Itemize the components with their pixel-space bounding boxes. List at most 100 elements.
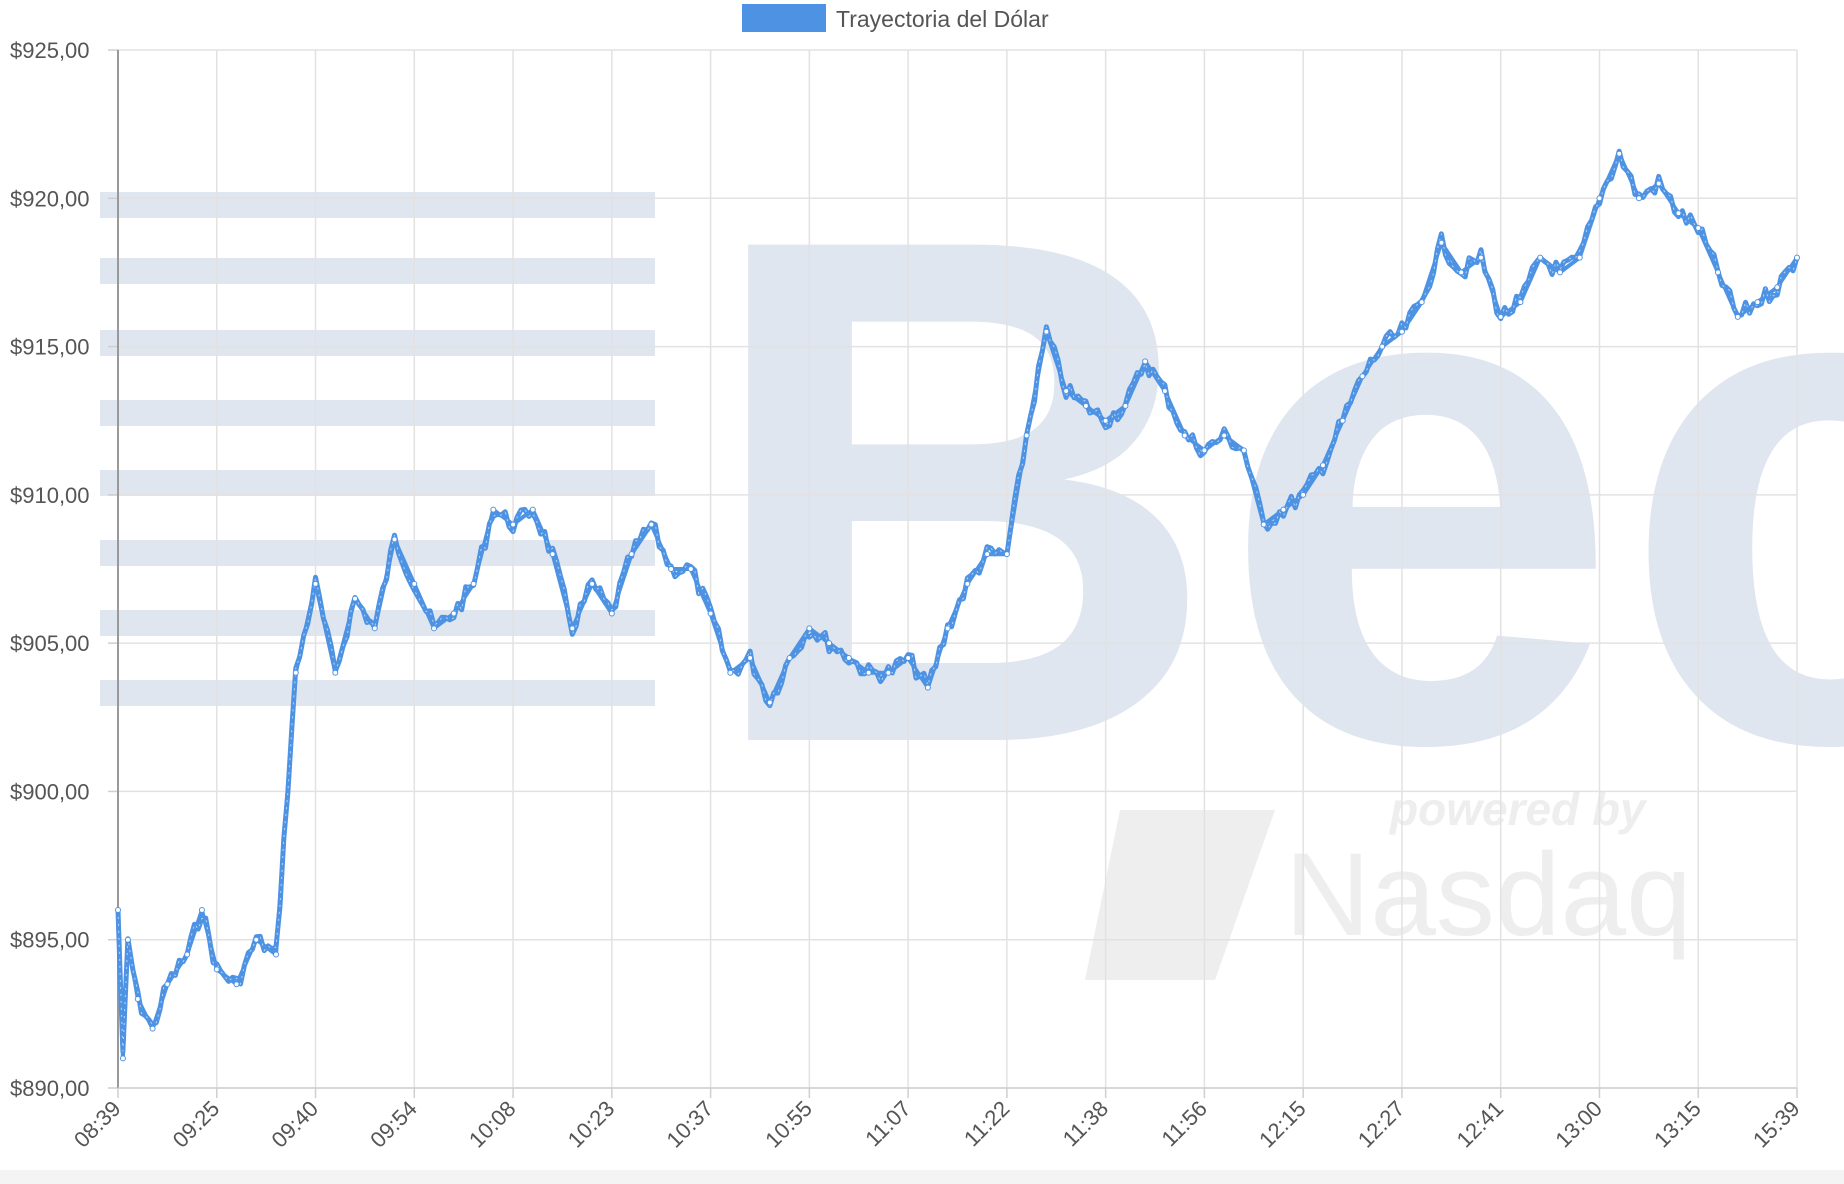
x-tick-label: 10:55 (760, 1096, 817, 1153)
data-point[interactable] (687, 566, 694, 572)
data-point[interactable] (1695, 224, 1702, 231)
data-point[interactable] (149, 1025, 156, 1032)
data-point[interactable] (253, 936, 260, 943)
data-point[interactable] (1260, 521, 1267, 528)
data-point[interactable] (1635, 195, 1642, 202)
data-point[interactable] (1754, 299, 1761, 306)
data-point[interactable] (1102, 417, 1109, 424)
data-point[interactable] (450, 610, 457, 617)
data-point[interactable] (1319, 462, 1326, 469)
data-point[interactable] (1714, 269, 1721, 276)
data-point[interactable] (134, 996, 141, 1003)
data-point[interactable] (119, 1055, 126, 1062)
data-point[interactable] (668, 566, 675, 572)
data-point[interactable] (885, 669, 892, 676)
data-point[interactable] (1003, 551, 1010, 558)
data-point[interactable] (766, 699, 773, 706)
legend[interactable]: Trayectoria del Dólar (742, 4, 1049, 32)
data-point[interactable] (1398, 328, 1405, 335)
data-point[interactable] (1161, 388, 1168, 395)
data-point[interactable] (845, 654, 852, 661)
data-point[interactable] (124, 936, 131, 943)
data-point[interactable] (1477, 254, 1484, 261)
data-point[interactable] (1339, 417, 1346, 424)
x-tick-label: 09:54 (365, 1096, 422, 1153)
data-point[interactable] (707, 610, 714, 617)
data-point[interactable] (1300, 491, 1307, 498)
data-point[interactable] (233, 981, 240, 988)
data-point[interactable] (292, 669, 299, 676)
data-point[interactable] (1221, 432, 1228, 439)
data-point[interactable] (332, 669, 339, 676)
data-point[interactable] (1418, 299, 1425, 306)
data-point[interactable] (1379, 343, 1386, 350)
data-point[interactable] (510, 521, 517, 528)
data-point[interactable] (1734, 313, 1741, 320)
data-point[interactable] (1201, 447, 1208, 454)
data-point[interactable] (490, 506, 497, 513)
data-point[interactable] (1794, 254, 1800, 261)
data-point[interactable] (470, 580, 477, 587)
data-point[interactable] (826, 640, 833, 647)
data-point[interactable] (273, 951, 280, 958)
data-point[interactable] (184, 951, 191, 958)
data-point[interactable] (1576, 254, 1583, 261)
data-point[interactable] (944, 625, 951, 632)
data-point[interactable] (1359, 373, 1366, 380)
data-point[interactable] (806, 625, 813, 632)
data-point[interactable] (786, 654, 793, 661)
x-tick-label: 11:22 (959, 1096, 1014, 1151)
data-point[interactable] (1122, 402, 1129, 409)
data-point[interactable] (984, 551, 991, 558)
data-point[interactable] (589, 580, 596, 587)
data-point[interactable] (1616, 150, 1623, 157)
data-point[interactable] (1438, 239, 1445, 246)
data-point[interactable] (727, 669, 734, 676)
data-point[interactable] (1675, 210, 1682, 217)
data-point[interactable] (1063, 388, 1070, 395)
data-point[interactable] (1596, 195, 1603, 202)
data-point[interactable] (1774, 284, 1781, 291)
bec-logo-watermark: Bec powered by Nasdaq (100, 88, 1844, 980)
data-point[interactable] (431, 625, 438, 632)
data-point[interactable] (1142, 358, 1149, 365)
data-point[interactable] (1043, 328, 1050, 335)
data-point[interactable] (964, 580, 971, 587)
data-point[interactable] (608, 610, 615, 617)
data-point[interactable] (312, 580, 319, 587)
data-point[interactable] (115, 907, 121, 914)
data-point[interactable] (1280, 506, 1287, 513)
y-tick-label: $890,00 (10, 1076, 90, 1101)
data-point[interactable] (569, 625, 576, 632)
data-point[interactable] (1556, 269, 1563, 276)
x-tick-label: 15:39 (1748, 1096, 1805, 1153)
data-point[interactable] (1240, 447, 1247, 454)
data-point[interactable] (391, 536, 398, 543)
nasdaq-text: Nasdaq (1285, 829, 1692, 961)
data-point[interactable] (549, 551, 556, 558)
data-point[interactable] (1181, 432, 1188, 439)
nasdaq-logo-mark (1085, 810, 1275, 980)
data-point[interactable] (747, 654, 754, 661)
data-point[interactable] (198, 907, 205, 914)
data-point[interactable] (648, 521, 655, 528)
data-point[interactable] (529, 506, 536, 513)
data-point[interactable] (164, 981, 171, 988)
data-point[interactable] (352, 595, 359, 602)
data-point[interactable] (213, 966, 220, 973)
data-point[interactable] (1458, 269, 1465, 276)
data-point[interactable] (411, 580, 418, 587)
data-point[interactable] (1082, 402, 1089, 409)
data-point[interactable] (628, 551, 635, 558)
data-point[interactable] (905, 654, 912, 661)
data-point[interactable] (924, 684, 931, 691)
x-tick-label: 08:39 (69, 1096, 126, 1153)
data-point[interactable] (1023, 432, 1030, 439)
data-point[interactable] (1497, 313, 1504, 320)
data-point[interactable] (1517, 299, 1524, 306)
data-point[interactable] (1655, 180, 1662, 187)
x-tick-label: 10:23 (563, 1096, 620, 1153)
data-point[interactable] (865, 669, 872, 676)
data-point[interactable] (1537, 254, 1544, 261)
data-point[interactable] (371, 625, 378, 632)
